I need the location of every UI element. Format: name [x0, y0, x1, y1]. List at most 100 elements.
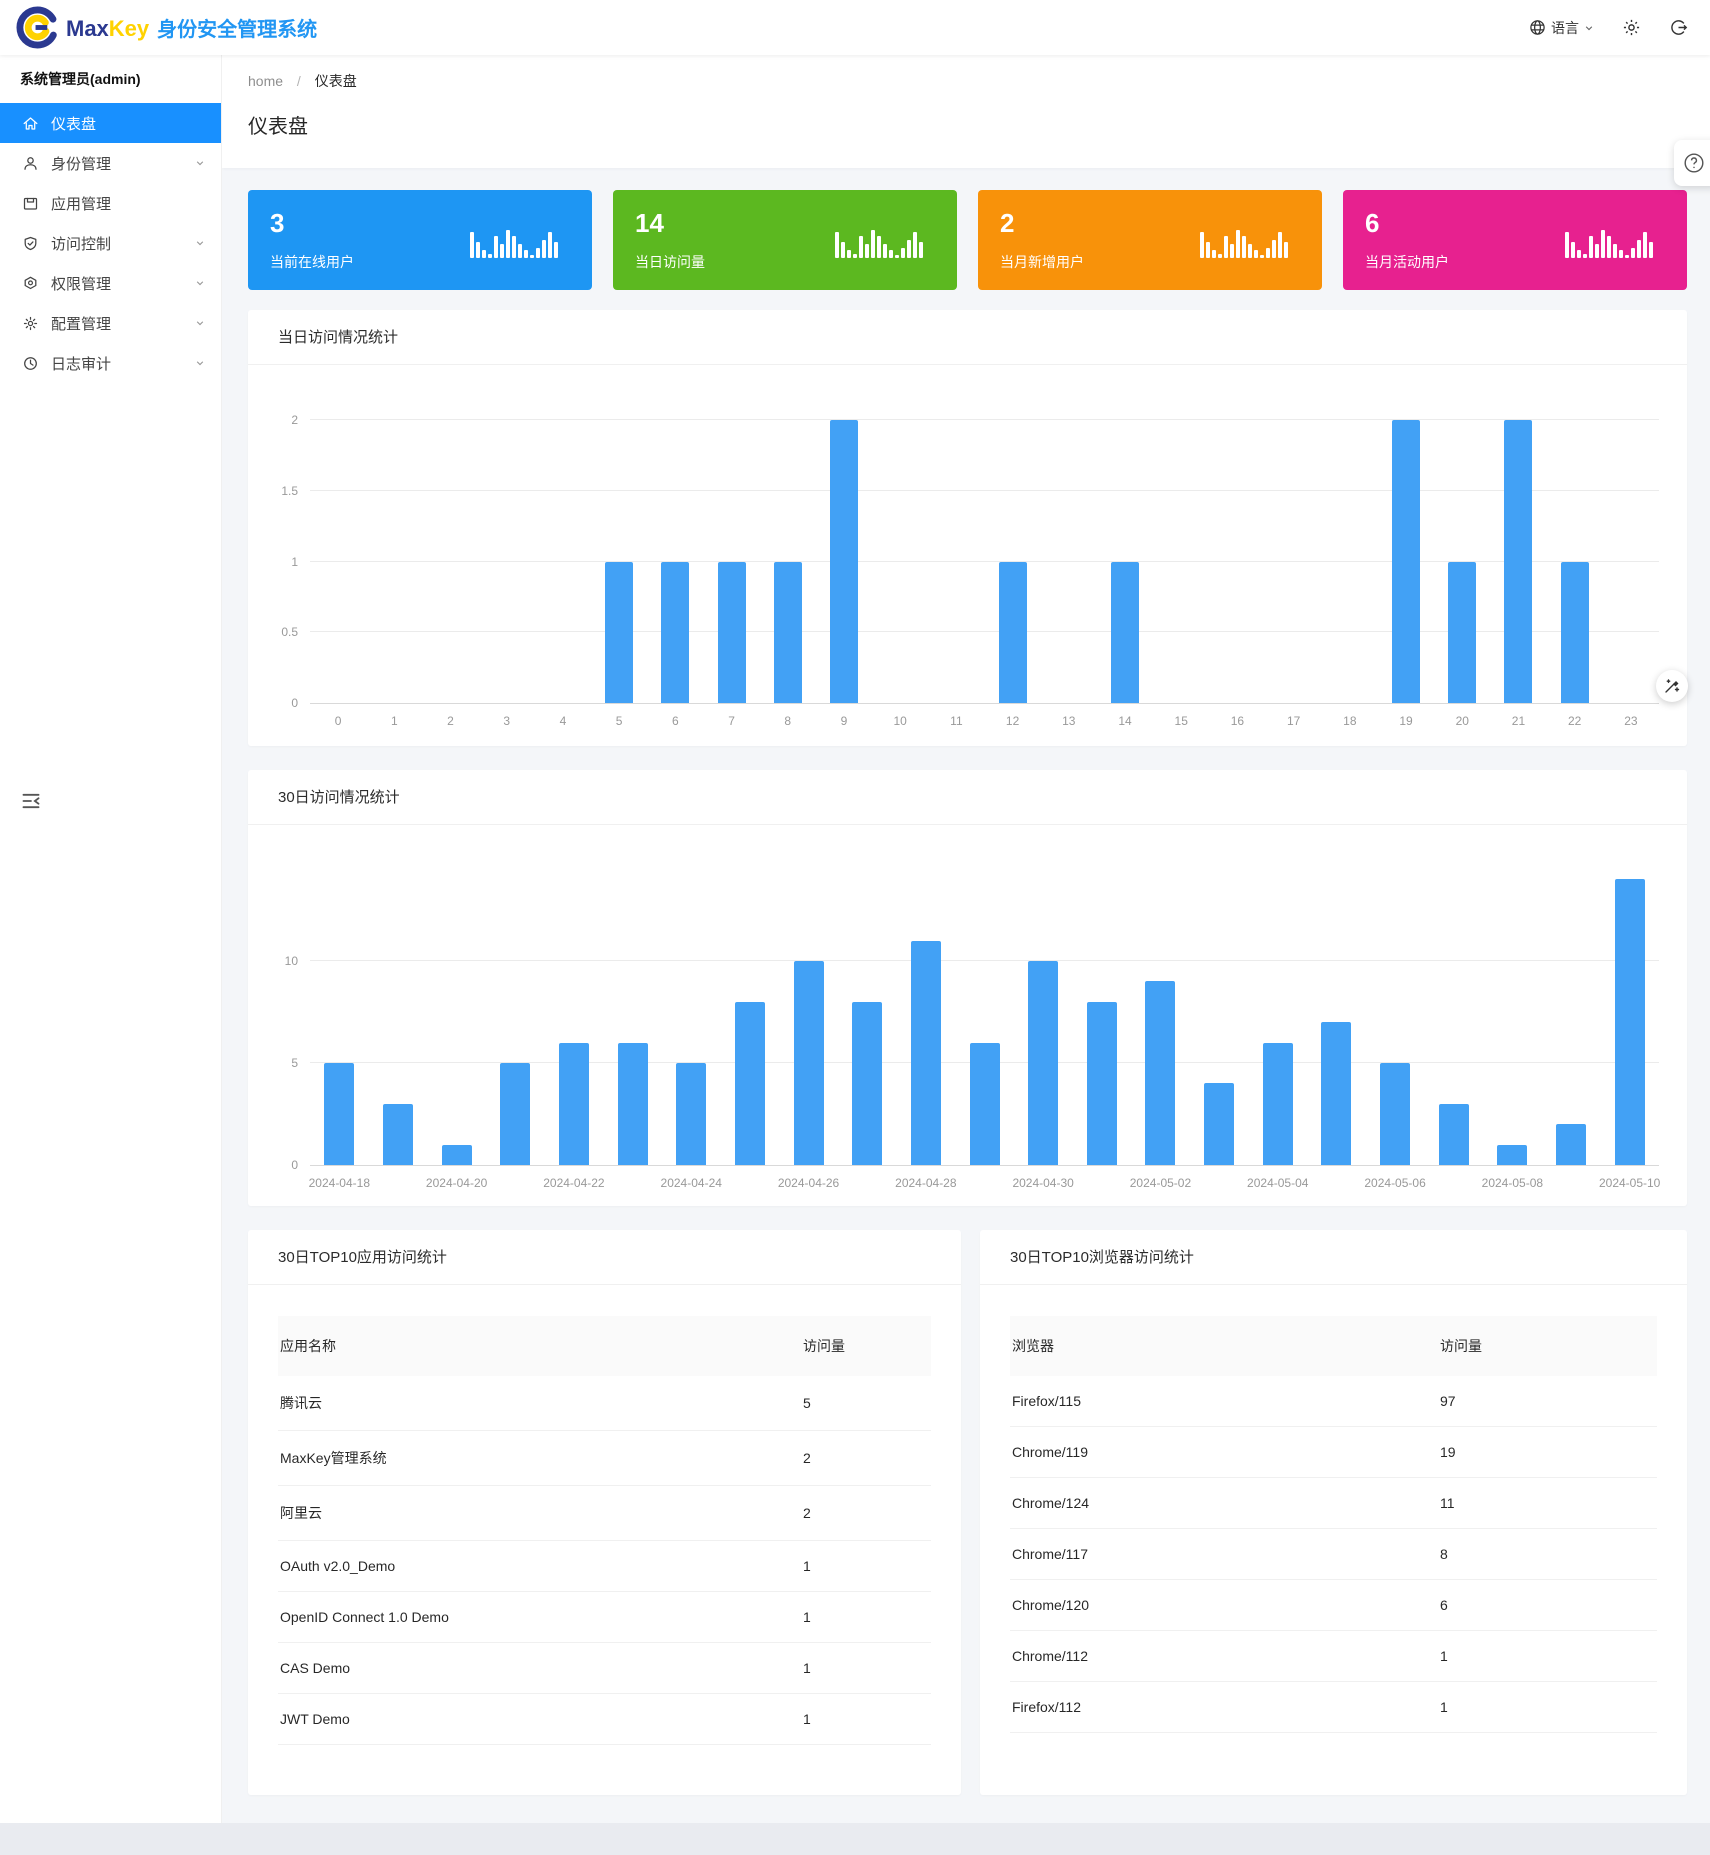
x-axis-tick: 13 [1062, 714, 1076, 728]
chevron-down-icon [195, 355, 205, 372]
monthly-visits-chart: 0 5 10 [285, 860, 1659, 1172]
sidebar-item-label: 仪表盘 [51, 115, 97, 133]
column-header: 应用名称 [278, 1316, 803, 1376]
dashboard-home-icon [23, 116, 38, 130]
app-header: MaxKey 身份安全管理系统 语言 [0, 0, 1710, 55]
table-row: Chrome/117 8 [1010, 1528, 1657, 1580]
globe-icon [1530, 20, 1545, 35]
sidebar-item-5[interactable]: 配置管理 [0, 303, 221, 343]
bar-22 [1560, 561, 1589, 703]
sidebar-item-1[interactable]: 身份管理 [0, 143, 221, 183]
x-axis-tick: 2024-05-06 [1364, 1176, 1426, 1190]
chart-title: 30日访问情况统计 [248, 770, 1687, 825]
settings-button[interactable] [1622, 18, 1641, 37]
stat-card-0: 3 当前在线用户 [248, 190, 592, 290]
row-value-cell: 2 [803, 1430, 931, 1486]
row-name-cell: Firefox/112 [1010, 1681, 1440, 1733]
x-axis-tick: 10 [893, 714, 907, 728]
menu-fold-icon[interactable] [20, 790, 42, 812]
column-header: 浏览器 [1010, 1316, 1440, 1376]
x-axis-tick: 23 [1624, 714, 1638, 728]
permission-badge-icon [24, 276, 37, 289]
row-name-cell: CAS Demo [278, 1642, 803, 1694]
brand-max: Max [66, 16, 109, 41]
annotate-button[interactable] [1656, 670, 1688, 702]
bar-2024-04-21 [500, 1063, 531, 1165]
stat-card-label: 当月活动用户 [1365, 254, 1449, 270]
bar-2024-05-09 [1556, 1124, 1587, 1165]
row-value-cell: 1 [1440, 1681, 1657, 1733]
table-row: CAS Demo 1 [278, 1642, 931, 1694]
x-axis-tick: 7 [728, 714, 735, 728]
language-menu[interactable]: 语言 [1529, 18, 1594, 38]
bar-2024-04-28 [910, 940, 941, 1165]
y-axis-tick: 1.5 [281, 483, 298, 498]
stat-card-value: 14 [635, 208, 664, 238]
bar-chart-icon [1200, 222, 1288, 258]
row-value-cell: 1 [803, 1693, 931, 1745]
stat-card-label: 当前在线用户 [270, 254, 354, 270]
row-name-cell: Chrome/117 [1010, 1528, 1440, 1580]
sidebar-item-0[interactable]: 仪表盘 [0, 103, 221, 143]
row-name-cell: Chrome/124 [1010, 1477, 1440, 1529]
bar-2024-04-25 [734, 1001, 765, 1165]
sidebar-item-6[interactable]: 日志审计 [0, 343, 221, 383]
bar-chart-icon [470, 222, 558, 258]
help-button[interactable] [1674, 140, 1710, 186]
help-circle-icon [1684, 153, 1704, 173]
x-axis-tick: 12 [1005, 714, 1020, 728]
page-title: 仪表盘 [248, 116, 308, 138]
row-value-cell: 8 [1440, 1528, 1657, 1580]
row-name-cell: Firefox/115 [1010, 1376, 1440, 1427]
row-name-cell: MaxKey管理系统 [278, 1430, 803, 1486]
x-axis-tick: 2024-04-22 [543, 1176, 605, 1190]
bar-12 [998, 561, 1027, 703]
table-row: 腾讯云 5 [278, 1376, 931, 1431]
bar-2024-04-26 [793, 961, 824, 1165]
row-name-cell: Chrome/112 [1010, 1630, 1440, 1682]
sidebar-item-3[interactable]: 访问控制 [0, 223, 221, 263]
brand-title: MaxKey 身份安全管理系统 [66, 13, 317, 42]
chevron-down-icon [195, 315, 205, 332]
x-axis-tick: 3 [503, 714, 511, 728]
table-title: 30日TOP10浏览器访问统计 [980, 1230, 1687, 1285]
x-axis-tick: 14 [1118, 714, 1132, 728]
logout-button[interactable] [1669, 18, 1688, 37]
sidebar-item-4[interactable]: 权限管理 [0, 263, 221, 303]
gridline [310, 419, 1659, 420]
row-name-cell: JWT Demo [278, 1693, 803, 1745]
daily-visits-x-axis: 0 1 2 3 4 5 6 7 8 9 10 11 12 13 14 15 16 17 18 19 20 21 22 23 [310, 714, 1659, 734]
config-gear-icon [23, 316, 38, 330]
bar-2024-05-01 [1086, 1001, 1117, 1165]
brand-key: Key [108, 16, 150, 41]
x-axis-tick: 15 [1174, 714, 1188, 728]
bar-2024-04-30 [1028, 961, 1059, 1165]
x-axis-tick: 2024-04-26 [777, 1176, 840, 1190]
top10-browsers-panel: 30日TOP10浏览器访问统计 浏览器 访问量 Firefox/115 97 Chr… [980, 1230, 1687, 1795]
sidebar-item-2[interactable]: 应用管理 [0, 183, 221, 223]
bar-chart-icon [835, 222, 923, 258]
row-name-cell: OpenID Connect 1.0 Demo [278, 1591, 803, 1643]
y-axis-tick: 0.5 [281, 625, 298, 640]
x-axis-tick: 21 [1511, 714, 1526, 728]
x-axis-tick: 19 [1399, 714, 1413, 728]
stat-card-value: 6 [1365, 208, 1380, 238]
x-axis-tick: 2024-04-20 [425, 1176, 488, 1190]
row-value-cell: 6 [1440, 1579, 1657, 1631]
bar-8 [773, 561, 802, 703]
daily-visits-chart: 0 0.5 1 1.5 2 [281, 413, 1659, 710]
bar-2024-05-04 [1262, 1042, 1293, 1165]
table-row: MaxKey管理系统 2 [278, 1430, 931, 1486]
x-axis-tick: 2024-05-08 [1481, 1176, 1544, 1190]
x-axis-tick: 2024-04-24 [660, 1176, 722, 1190]
bar-14 [1111, 561, 1140, 703]
x-axis-tick: 22 [1568, 714, 1582, 728]
stat-card-label: 当月新增用户 [1000, 254, 1084, 270]
row-value-cell: 11 [1440, 1477, 1657, 1529]
row-value-cell: 1 [1440, 1630, 1657, 1682]
bar-2024-04-19 [382, 1103, 413, 1165]
bar-2024-05-07 [1438, 1103, 1469, 1165]
breadcrumb-home-link[interactable]: home [248, 73, 284, 89]
breadcrumb-current: 仪表盘 [314, 73, 357, 89]
breadcrumb-separator: / [296, 73, 301, 89]
